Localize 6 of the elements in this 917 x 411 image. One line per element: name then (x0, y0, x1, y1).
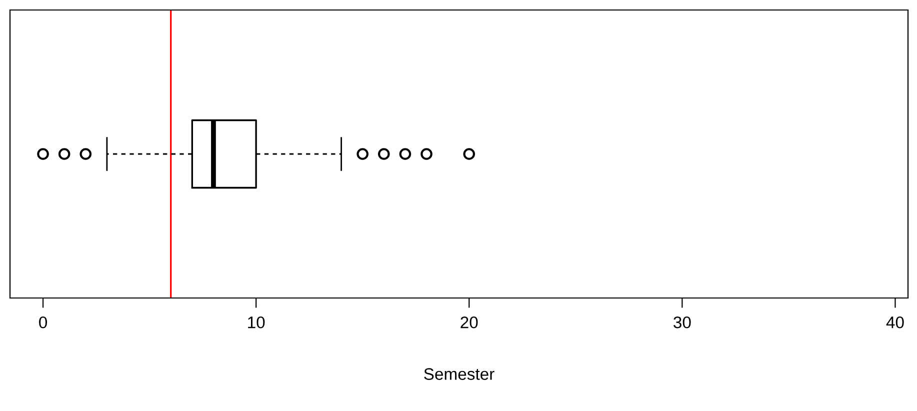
x-tick-label: 10 (248, 316, 265, 328)
x-axis-title: Semester (424, 368, 494, 380)
x-tick-label: 30 (674, 316, 691, 328)
x-tick-label: 0 (39, 316, 48, 328)
x-tick-label: 40 (886, 316, 904, 328)
x-tick-label: 20 (460, 316, 478, 328)
